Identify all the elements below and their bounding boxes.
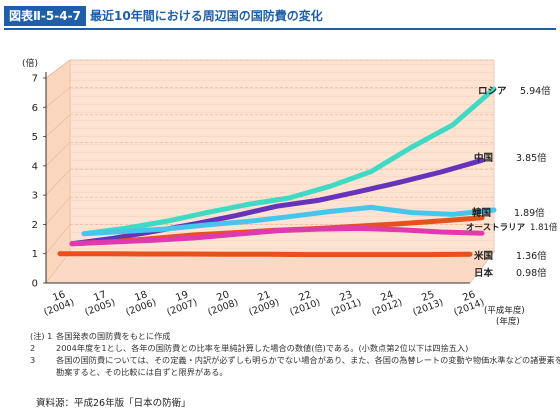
- series-value-label: 1.89倍: [514, 207, 545, 219]
- series-value-label: 3.85倍: [516, 152, 547, 164]
- x-tick-label: 21: [256, 289, 272, 304]
- series-name-label: 中国: [474, 152, 493, 164]
- x-tick-label: 19: [174, 289, 190, 304]
- note-item: 2 2004年度を1とし、各年の国防費との比率を単純計算した場合の数値(倍)であ…: [30, 342, 555, 354]
- grid-line: [45, 196, 71, 225]
- x-tick-label: 22: [297, 289, 313, 304]
- series-name-label: 韓国: [472, 207, 491, 219]
- note-item: (注) 1 各国発表の国防費をもとに作成: [30, 330, 555, 342]
- series-line: [69, 157, 485, 247]
- series-line: [81, 204, 497, 237]
- x-axis-unit-year: (年度): [496, 316, 520, 327]
- note-text: 各国発表の国防費をもとに作成: [56, 331, 171, 341]
- series-lines: [57, 86, 497, 258]
- x-tick-label: 17: [92, 289, 108, 304]
- x-tick-label: 18: [133, 289, 149, 304]
- note-number: 2: [30, 343, 36, 353]
- note-text: 各国の国防費については、その定義・内訳が必ずしも明らかでない場合があり、また、各…: [56, 355, 560, 365]
- note-item: 3 各国の国防費については、その定義・内訳が必ずしも明らかでない場合があり、また…: [30, 354, 560, 366]
- y-axis-unit: (倍): [22, 57, 38, 69]
- grid-line: [45, 142, 71, 167]
- x-tick-label: 24: [379, 289, 395, 304]
- y-tick-label: 2: [32, 220, 38, 231]
- note-number: 3: [30, 355, 36, 365]
- figure-header: 図表Ⅱ-5-4-7 最近10年間における周辺国の国防費の変化: [4, 6, 556, 30]
- series-line: [57, 251, 473, 258]
- axes: [43, 72, 470, 284]
- grid-line: [45, 114, 71, 137]
- x-tick-label: 26: [461, 289, 477, 304]
- y-tick-label: 7: [32, 74, 38, 85]
- series-line: [81, 86, 497, 237]
- header-underline: [4, 28, 556, 30]
- chart-labels: 01234567(倍)16(2004)17(2005)18(2006)19(20…: [22, 57, 558, 327]
- note-item: 勘案すると、その比較には自ずと限界がある。: [30, 366, 555, 378]
- series-line: [69, 226, 485, 247]
- series-name-label: 米国: [473, 250, 493, 262]
- grid-line: [45, 224, 71, 254]
- figure-title: 最近10年間における周辺国の国防費の変化: [90, 9, 323, 23]
- line-chart: 01234567(倍)16(2004)17(2005)18(2006)19(20…: [22, 57, 558, 327]
- grid-line: [45, 87, 71, 108]
- grid-line: [45, 59, 71, 79]
- y-tick-label: 5: [32, 132, 38, 143]
- x-tick-label: 20: [215, 289, 231, 304]
- note-text: 勘案すると、その比較には自ずと限界がある。: [56, 367, 228, 377]
- y-tick-label: 1: [32, 249, 38, 260]
- series-name-label: ロシア: [478, 86, 507, 97]
- plot-background: [45, 59, 495, 285]
- series-value-label: 5.94倍: [520, 85, 551, 97]
- series-value-label: 1.36倍: [516, 250, 547, 262]
- y-tick-label: 4: [32, 161, 38, 172]
- y-tick-label: 0: [32, 279, 38, 290]
- x-tick-label: 25: [420, 289, 436, 304]
- notes: (注) 1 各国発表の国防費をもとに作成 2 2004年度を1とし、各年の国防費…: [30, 330, 560, 378]
- series-value-label: 0.98倍: [516, 267, 547, 279]
- note-number: [30, 366, 56, 378]
- grid-line: [45, 169, 71, 196]
- x-tick-label: 23: [338, 289, 354, 304]
- series-name-label: オーストラリア: [466, 223, 526, 233]
- y-tick-label: 3: [32, 191, 38, 202]
- series-value-label: 1.81倍: [530, 222, 558, 233]
- x-tick-label: 16: [51, 289, 67, 304]
- note-number: (注) 1: [30, 331, 53, 341]
- note-text: 2004年度を1とし、各年の国防費との比率を単純計算した場合の数値(倍)である。…: [56, 343, 469, 353]
- x-axis-unit: (平成年度): [484, 305, 525, 316]
- y-tick-label: 6: [32, 103, 38, 114]
- figure-id-badge: 図表Ⅱ-5-4-7: [4, 6, 86, 26]
- series-name-label: 日本: [474, 267, 494, 279]
- source-credit: 資料源：平成26年版「日本の防衛」: [36, 398, 191, 409]
